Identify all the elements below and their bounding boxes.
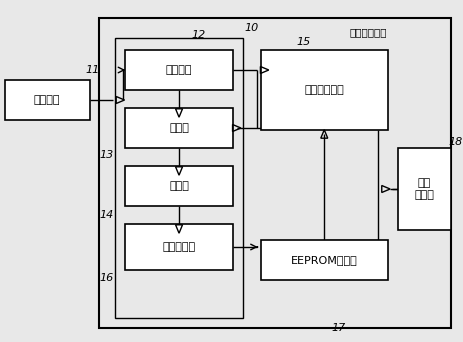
Text: 射频接口: 射频接口: [165, 65, 192, 75]
Text: 18: 18: [447, 137, 462, 147]
Bar: [125, 166, 232, 206]
Text: 12: 12: [191, 30, 206, 40]
Text: 13: 13: [99, 150, 113, 160]
Text: 逻辑控制单元: 逻辑控制单元: [304, 85, 344, 95]
Text: 14: 14: [99, 210, 113, 220]
Bar: [115, 38, 242, 318]
Bar: [99, 18, 450, 328]
Text: 16: 16: [99, 273, 113, 283]
Bar: [125, 224, 232, 270]
Text: 17: 17: [330, 323, 344, 333]
Bar: [125, 50, 232, 90]
Text: 信号芯片单元: 信号芯片单元: [349, 27, 386, 37]
Text: 调制器: 调制器: [169, 123, 188, 133]
Text: 10: 10: [244, 23, 258, 33]
Text: 15: 15: [295, 37, 310, 47]
Text: 天线单元: 天线单元: [34, 95, 60, 105]
Bar: [260, 240, 387, 280]
Bar: [125, 108, 232, 148]
Bar: [397, 148, 450, 230]
Text: 遥控
检测器: 遥控 检测器: [413, 178, 433, 200]
Bar: [5, 80, 89, 120]
Text: 11: 11: [85, 65, 100, 75]
Text: 电压调节器: 电压调节器: [162, 242, 195, 252]
Text: 解调器: 解调器: [169, 181, 188, 191]
Text: EEPROM存储器: EEPROM存储器: [290, 255, 357, 265]
Bar: [260, 50, 387, 130]
